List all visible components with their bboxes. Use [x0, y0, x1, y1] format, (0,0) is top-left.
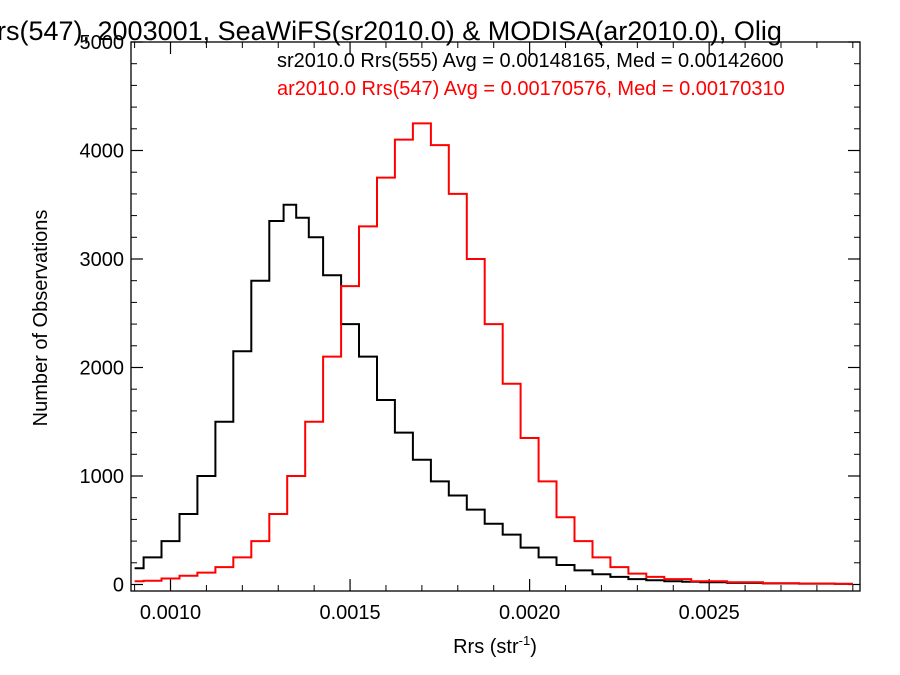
- y-tick-label: 5000: [80, 32, 125, 54]
- x-tick-label: 0.0010: [140, 602, 201, 624]
- y-tick-labels: 0 1000 2000 3000 4000 5000: [80, 32, 125, 596]
- series-line-1: [134, 122, 853, 585]
- series-line-0: [134, 203, 853, 585]
- axis-ticks: [131, 41, 860, 591]
- y-tick-label: 1000: [80, 466, 125, 488]
- plot-frame: [130, 41, 861, 592]
- y-tick-label: 3000: [80, 249, 125, 271]
- x-axis-label: Rrs (str-1): [453, 633, 537, 658]
- y-tick-label: 0: [113, 574, 124, 596]
- legend-entry-1: ar2010.0 Rrs(547) Avg = 0.00170576, Med …: [277, 78, 785, 100]
- x-axis-label-close: ): [530, 636, 537, 658]
- x-axis-label-main: Rrs (str: [453, 636, 519, 658]
- x-axis-label-superscript: -1: [519, 633, 531, 648]
- x-tick-label: 0.0025: [679, 602, 740, 624]
- legend-entry-0: sr2010.0 Rrs(555) Avg = 0.00148165, Med …: [277, 50, 784, 72]
- chart-title: rs(547), 2003001, SeaWiFS(sr2010.0) & MO…: [0, 16, 782, 46]
- y-tick-label: 2000: [80, 357, 125, 379]
- series-layer: [134, 122, 853, 585]
- x-tick-labels: 0.0010 0.0015 0.0020 0.0025: [140, 602, 740, 624]
- y-tick-label: 4000: [80, 140, 125, 162]
- x-tick-label: 0.0020: [499, 602, 560, 624]
- x-tick-label: 0.0015: [319, 602, 380, 624]
- y-axis-label: Number of Observations: [30, 210, 52, 427]
